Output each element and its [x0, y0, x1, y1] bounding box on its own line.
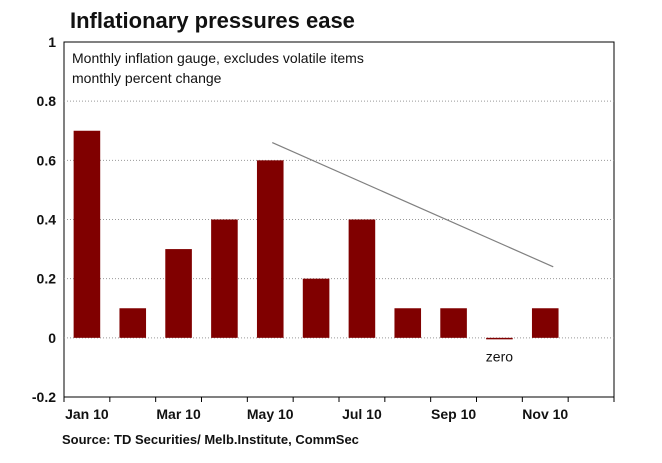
chart-title: Inflationary pressures ease — [70, 8, 355, 33]
y-tick-label: -0.2 — [32, 389, 56, 405]
x-tick-label: Jul 10 — [342, 406, 382, 422]
source-note: Source: TD Securities/ Melb.Institute, C… — [62, 432, 359, 447]
annotation-zero: zero — [486, 349, 513, 365]
bar — [348, 219, 376, 338]
trend-line-group — [272, 142, 554, 268]
subtitle-line-1: Monthly inflation gauge, excludes volati… — [72, 50, 364, 66]
bar — [165, 249, 192, 338]
annotations: zero — [486, 349, 513, 365]
y-tick-label: 1 — [48, 34, 56, 50]
x-tick-label: Nov 10 — [522, 406, 568, 422]
bar — [486, 337, 513, 340]
bar — [211, 219, 238, 338]
bar — [394, 308, 422, 338]
x-tick-label: Sep 10 — [431, 406, 476, 422]
subtitle-line-2: monthly percent change — [72, 70, 222, 86]
y-tick-label: 0.6 — [37, 152, 57, 168]
y-axis-ticks: 1 0.8 0.6 0.4 0.2 0 -0.2 — [32, 34, 56, 405]
chart-subtitle: Monthly inflation gauge, excludes volati… — [72, 48, 364, 88]
bar — [73, 130, 101, 338]
bar — [302, 278, 330, 338]
y-tick-label: 0.4 — [37, 212, 57, 228]
y-tick-label: 0.2 — [37, 271, 57, 287]
bar — [119, 308, 147, 338]
plot-area — [63, 41, 615, 398]
x-tick-label: Mar 10 — [156, 406, 201, 422]
bar — [256, 160, 284, 338]
bar-series — [73, 130, 559, 340]
x-tick-label: Jan 10 — [65, 406, 109, 422]
y-tick-label: 0.8 — [37, 93, 57, 109]
bar — [440, 308, 467, 338]
y-tick-label: 0 — [48, 330, 56, 346]
trend-line — [272, 142, 554, 268]
bar — [531, 308, 559, 338]
x-axis-ticks: Jan 10 Mar 10 May 10 Jul 10 Sep 10 Nov 10 — [63, 397, 615, 422]
grid-lines — [64, 100, 614, 339]
x-tick-label: May 10 — [247, 406, 294, 422]
